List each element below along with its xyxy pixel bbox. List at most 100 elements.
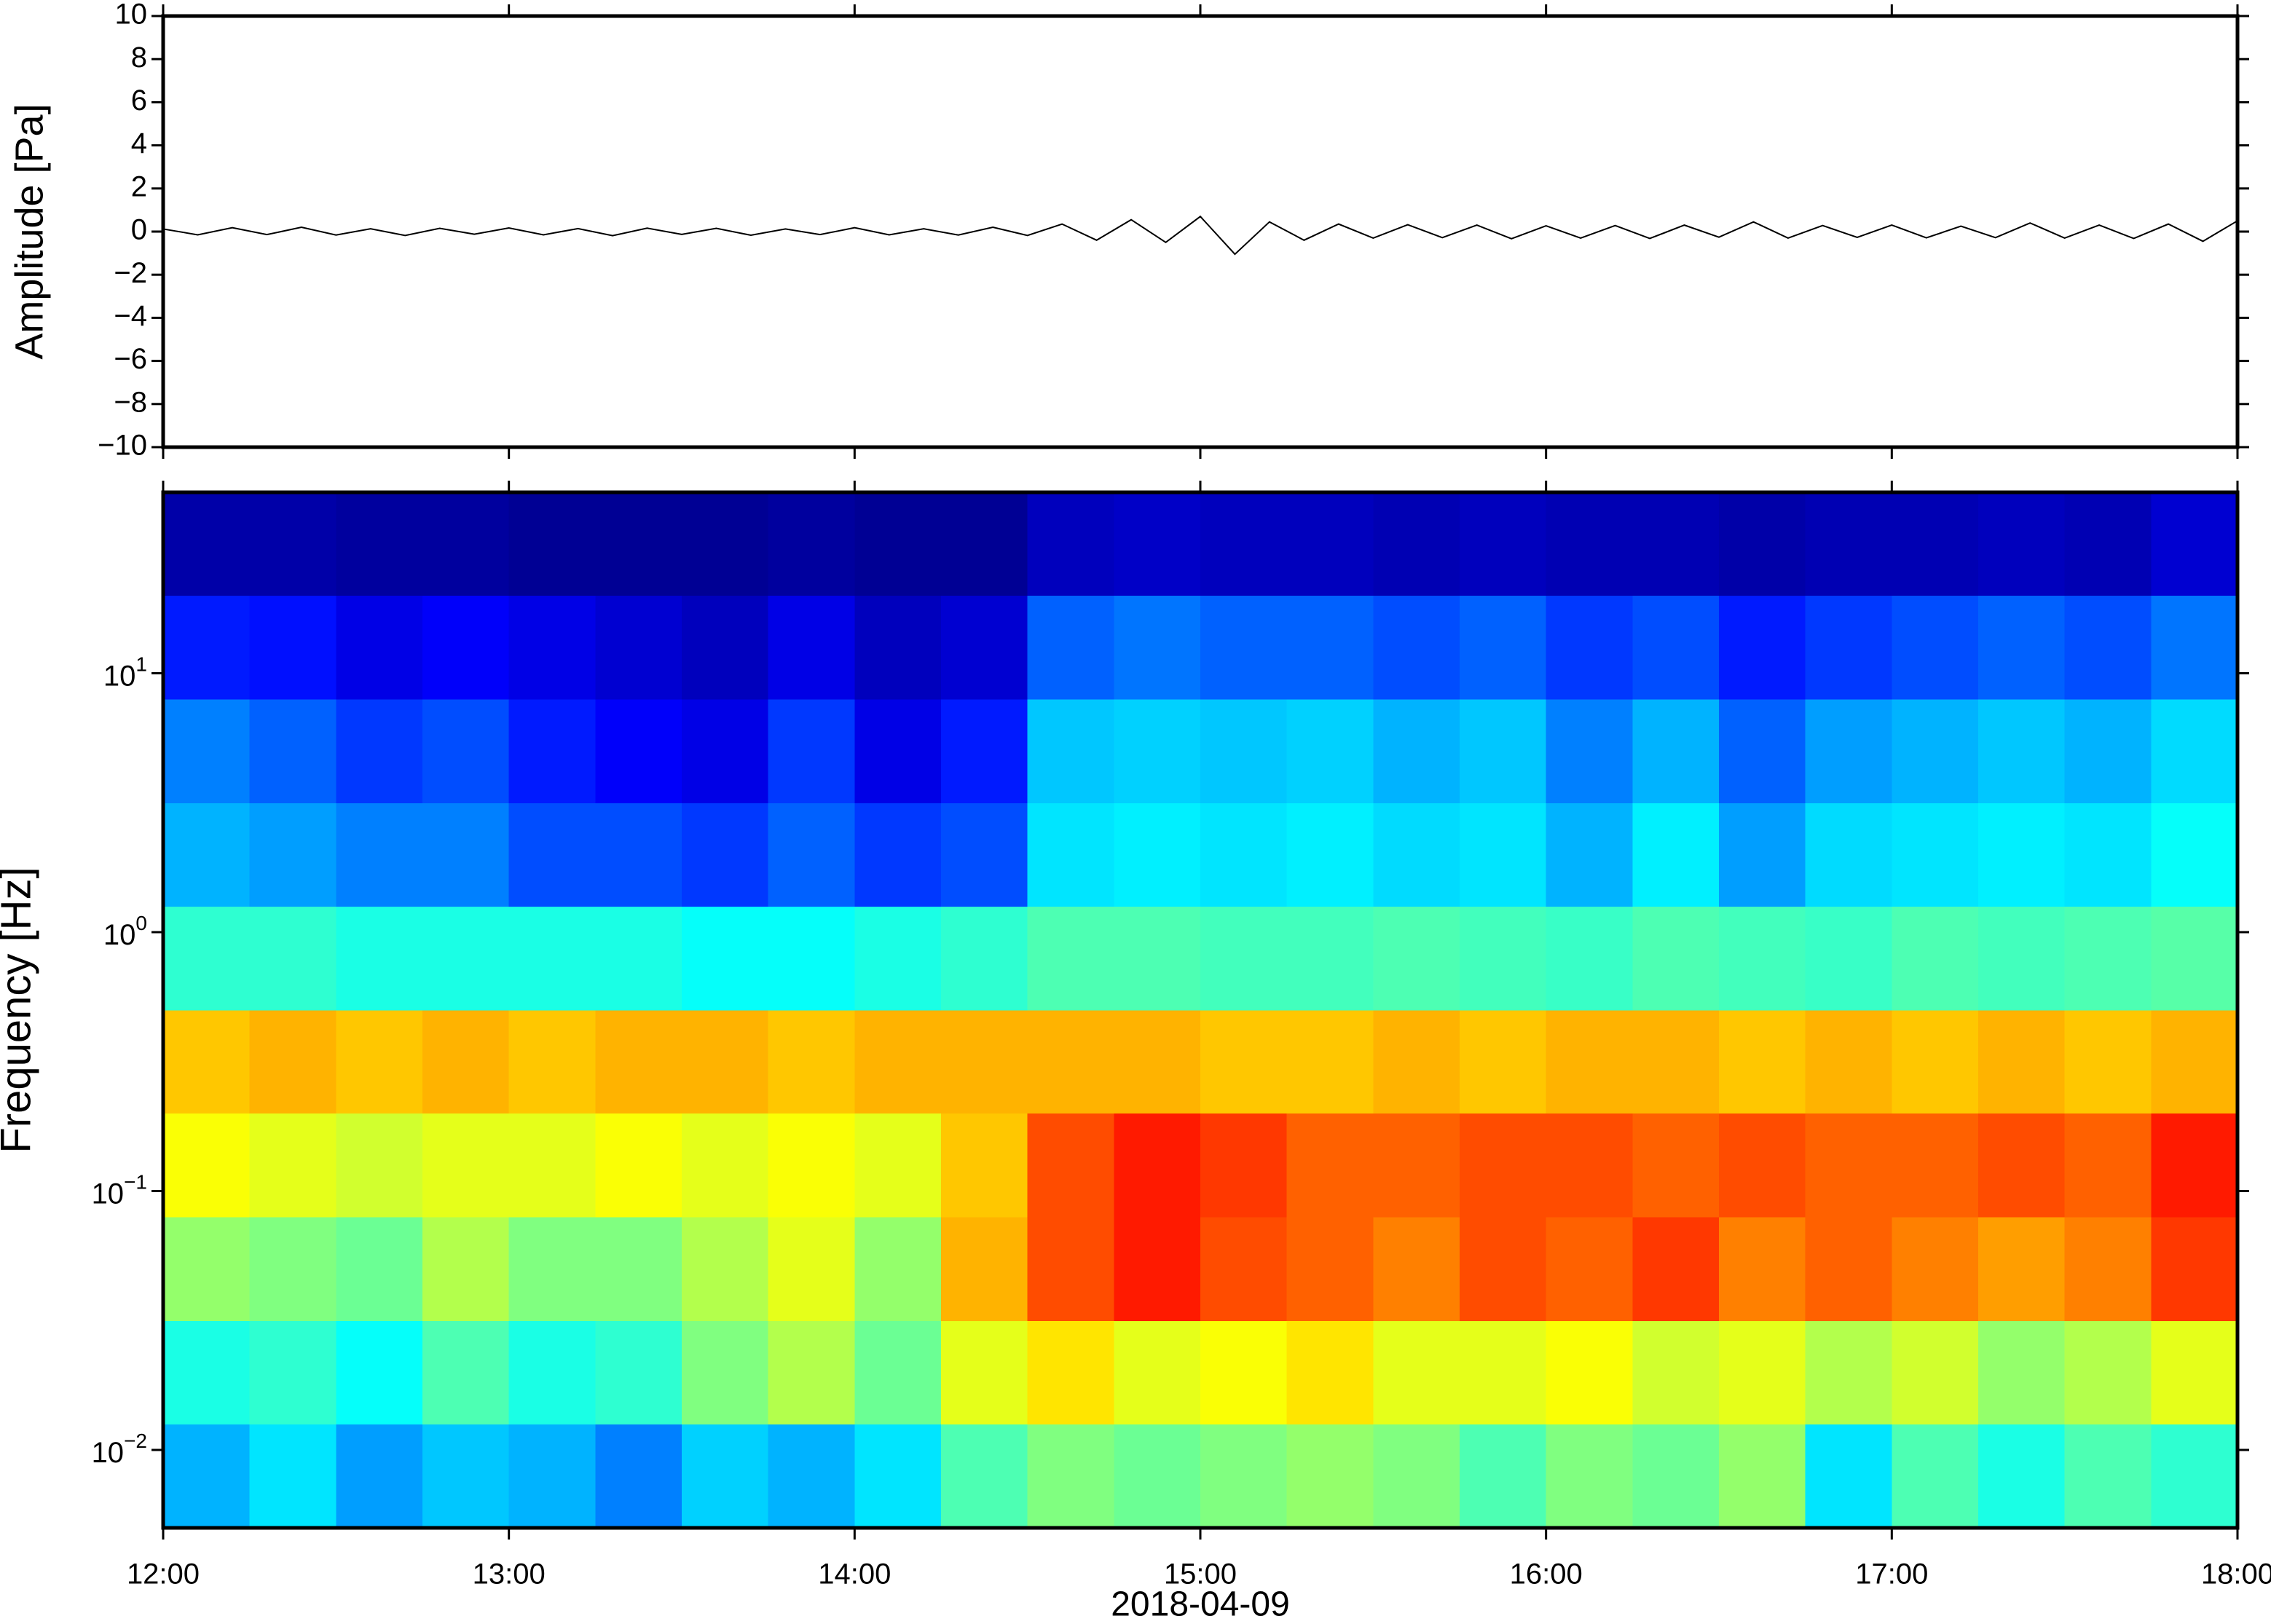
spectrogram-cell — [1460, 1010, 1547, 1114]
spectrogram-cell — [2064, 803, 2152, 907]
spectrogram-cell — [1286, 906, 1374, 1011]
spectrogram-cell — [336, 595, 423, 700]
spectrogram-cell — [1805, 803, 1892, 907]
spectrogram-cell — [595, 595, 682, 700]
frequency-axis-label: Frequency [Hz] — [0, 867, 39, 1153]
spectrogram-cell — [336, 1424, 423, 1529]
spectrogram-cell — [1373, 1217, 1460, 1321]
spectrogram-cell — [2151, 1010, 2238, 1114]
spectrogram-cell — [1373, 699, 1460, 803]
spectrogram-cell — [1027, 1113, 1114, 1218]
spectrogram-cell — [2151, 1320, 2238, 1424]
spectrogram-cell — [508, 595, 596, 700]
spectrogram-cell — [1460, 595, 1547, 700]
spectrogram-cell — [1978, 699, 2066, 803]
y-tick-label: −10 — [98, 430, 147, 462]
spectrogram-cell — [1632, 492, 1720, 596]
spectrogram-cell — [1978, 595, 2066, 700]
spectrogram-cell — [336, 492, 423, 596]
spectrogram-cell — [2151, 906, 2238, 1011]
spectrogram-cell — [1114, 1217, 1201, 1321]
spectrogram-cell — [1719, 1424, 1806, 1529]
y-tick-label: −6 — [114, 343, 147, 375]
spectrogram-cell — [1027, 1424, 1114, 1529]
spectrogram-cell — [1892, 803, 1979, 907]
y-tick-exponent: 0 — [135, 912, 147, 934]
x-tick-label: 14:00 — [818, 1558, 891, 1591]
spectrogram-cell — [1805, 906, 1892, 1011]
spectrogram-cell — [1978, 1217, 2066, 1321]
spectrogram-cell — [768, 699, 855, 803]
spectrogram-cell — [595, 1217, 682, 1321]
spectrogram-cell — [336, 1320, 423, 1424]
spectrogram-cell — [2064, 906, 2152, 1011]
spectrogram-cell — [422, 1424, 510, 1529]
spectrogram-cell — [941, 906, 1028, 1011]
spectrogram-cell — [1460, 1113, 1547, 1218]
spectrogram-cell — [854, 803, 942, 907]
spectrogram-cell — [1892, 906, 1979, 1011]
spectrogram-cell — [1027, 1010, 1114, 1114]
spectrogram-cell — [682, 1424, 769, 1529]
spectrogram-cell — [336, 1010, 423, 1114]
spectrogram-cell — [1286, 1320, 1374, 1424]
spectrogram-cell — [854, 906, 942, 1011]
spectrogram-cell — [508, 1113, 596, 1218]
spectrogram-cell — [1805, 492, 1892, 596]
spectrogram-cell — [2064, 492, 2152, 596]
spectrogram-cell — [595, 803, 682, 907]
spectrogram-cell — [1373, 595, 1460, 700]
spectrogram-cell — [1373, 803, 1460, 907]
spectrogram-cell — [1114, 1010, 1201, 1114]
spectrogram-cell — [1632, 699, 1720, 803]
spectrogram-cell — [1286, 1217, 1374, 1321]
spectrogram-cell — [2064, 1217, 2152, 1321]
spectrogram-cell — [941, 1010, 1028, 1114]
spectrogram-cell — [1373, 1424, 1460, 1529]
spectrogram-cell — [1200, 492, 1288, 596]
spectrogram-cell — [1546, 1320, 1633, 1424]
y-tick-base: 10 — [103, 919, 136, 951]
y-tick-label: 0 — [131, 214, 147, 246]
spectrogram-cell — [1805, 1113, 1892, 1218]
y-tick-label: 8 — [131, 42, 147, 74]
y-tick-label: 10−1 — [92, 1171, 147, 1210]
spectrogram-cell — [595, 1113, 682, 1218]
spectrogram-cell — [1027, 906, 1114, 1011]
spectrogram-cell — [163, 1320, 251, 1424]
spectrogram-cell — [1027, 595, 1114, 700]
spectrogram-cell — [249, 1320, 336, 1424]
spectrogram-cell — [163, 1424, 251, 1529]
y-tick-exponent: −2 — [124, 1430, 147, 1452]
spectrogram-cell — [682, 803, 769, 907]
spectrogram-cell — [1373, 492, 1460, 596]
spectrogram-cell — [1200, 1010, 1288, 1114]
spectrogram-cell — [508, 1424, 596, 1529]
spectrogram-cell — [768, 1010, 855, 1114]
spectrogram-cell — [249, 1010, 336, 1114]
spectrogram-cell — [1892, 595, 1979, 700]
spectrogram-cell — [595, 1424, 682, 1529]
spectrogram-cell — [854, 1010, 942, 1114]
spectrogram-cell — [682, 1113, 769, 1218]
spectrogram-cell — [1892, 492, 1979, 596]
spectrogram-cell — [249, 1217, 336, 1321]
spectrogram-cell — [508, 492, 596, 596]
spectrogram-cell — [336, 803, 423, 907]
spectrogram-cell — [682, 595, 769, 700]
spectrogram-cell — [163, 595, 251, 700]
spectrogram-cell — [1460, 1217, 1547, 1321]
spectrogram-cell — [1546, 699, 1633, 803]
spectrogram-cell — [2064, 1320, 2152, 1424]
spectrogram-cell — [854, 1320, 942, 1424]
panel-frame — [161, 14, 2240, 449]
spectrogram-cell — [768, 1320, 855, 1424]
y-tick-label: −4 — [114, 300, 147, 332]
spectrogram-cell — [1546, 595, 1633, 700]
spectrogram-cell — [941, 1113, 1028, 1218]
x-axis-label: 2018-04-09 — [1111, 1585, 1290, 1624]
spectrogram-cell — [163, 492, 251, 596]
spectrogram-cell — [1200, 803, 1288, 907]
spectrogram-cell — [1805, 595, 1892, 700]
spectrogram-cell — [163, 1217, 251, 1321]
